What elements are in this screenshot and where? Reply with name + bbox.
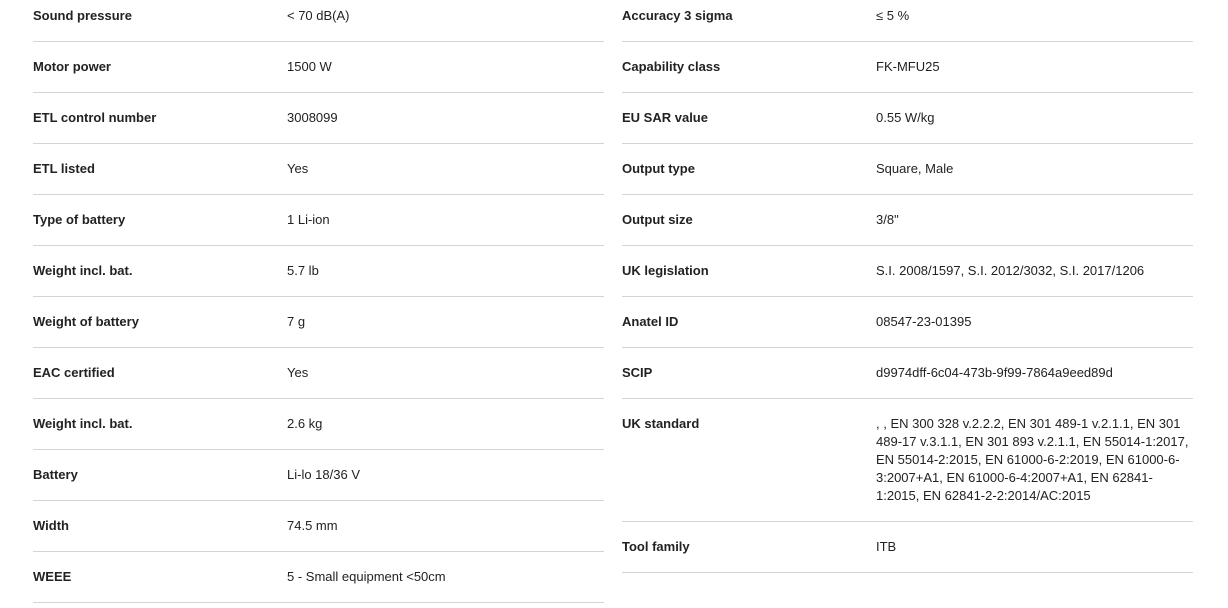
spec-row: Weight of battery 7 g (33, 297, 604, 348)
spec-row: Type of battery 1 Li-ion (33, 195, 604, 246)
spec-value: 2.6 kg (287, 416, 323, 431)
spec-label: ETL control number (33, 110, 157, 125)
spec-value: Yes (287, 365, 309, 380)
spec-value: 3/8" (876, 212, 899, 227)
spec-label: Sound pressure (33, 8, 132, 23)
spec-value: Li-lo 18/36 V (287, 467, 360, 482)
spec-label: Output size (622, 212, 693, 227)
spec-label: Battery (33, 467, 78, 482)
spec-row: Output size 3/8" (622, 195, 1193, 246)
spec-value: 3008099 (287, 110, 338, 125)
spec-row: Sound pressure < 70 dB(A) (33, 0, 604, 42)
spec-value: S.I. 2008/1597, S.I. 2012/3032, S.I. 201… (876, 263, 1145, 278)
spec-value: 7 g (287, 314, 306, 329)
spec-row: Battery Li-lo 18/36 V (33, 450, 604, 501)
spec-row: ETL control number 3008099 (33, 93, 604, 144)
spec-label: Accuracy 3 sigma (622, 8, 733, 23)
spec-label: Width (33, 518, 69, 533)
spec-table-left: Sound pressure < 70 dB(A) Motor power 1500 … (33, 0, 604, 603)
spec-value: , , EN 300 328 v.2.2.2, EN 301 489-1 v.2… (876, 416, 1189, 503)
spec-row: EAC certified Yes (33, 348, 604, 399)
spec-value: 08547-23-01395 (876, 314, 972, 329)
spec-label: UK legislation (622, 263, 709, 278)
spec-value: 5.7 lb (287, 263, 319, 278)
spec-value: 1 Li-ion (287, 212, 330, 227)
spec-value: < 70 dB(A) (287, 8, 350, 23)
spec-row: Weight incl. bat. 5.7 lb (33, 246, 604, 297)
spec-label: Weight of battery (33, 314, 139, 329)
spec-value: Yes (287, 161, 309, 176)
spec-value: 74.5 mm (287, 518, 338, 533)
spec-row: Output type Square, Male (622, 144, 1193, 195)
spec-row: Width 74.5 mm (33, 501, 604, 552)
spec-value: Square, Male (876, 161, 954, 176)
spec-value: ≤ 5 % (876, 8, 910, 23)
spec-label: Output type (622, 161, 695, 176)
spec-row: Tool family ITB (622, 522, 1193, 573)
spec-label: WEEE (33, 569, 72, 584)
spec-label: UK standard (622, 416, 700, 431)
spec-label: SCIP (622, 365, 653, 380)
spec-label: ETL listed (33, 161, 95, 176)
spec-label: Type of battery (33, 212, 126, 227)
spec-row: WEEE 5 - Small equipment <50cm (33, 552, 604, 603)
spec-value: ITB (876, 539, 897, 554)
spec-row: Weight incl. bat. 2.6 kg (33, 399, 604, 450)
spec-value: d9974dff-6c04-473b-9f99-7864a9eed89d (876, 365, 1113, 380)
spec-row: Capability class FK-MFU25 (622, 42, 1193, 93)
spec-row: ETL listed Yes (33, 144, 604, 195)
spec-value: 0.55 W/kg (876, 110, 935, 125)
spec-row: Anatel ID 08547-23-01395 (622, 297, 1193, 348)
spec-row: Accuracy 3 sigma ≤ 5 % (622, 0, 1193, 42)
spec-label: Weight incl. bat. (33, 263, 133, 278)
spec-row: Motor power 1500 W (33, 42, 604, 93)
spec-value: 5 - Small equipment <50cm (287, 569, 446, 584)
spec-table-right: Accuracy 3 sigma ≤ 5 % Capability class FK-… (622, 0, 1193, 573)
spec-label: Tool family (622, 539, 690, 554)
spec-label: Capability class (622, 59, 721, 74)
spec-row: SCIP d9974dff-6c04-473b-9f99-7864a9eed89d (622, 348, 1193, 399)
spec-row: UK legislation S.I. 2008/1597, S.I. 2012/… (622, 246, 1193, 297)
spec-label: EAC certified (33, 365, 115, 380)
spec-value: 1500 W (287, 59, 332, 74)
spec-label: EU SAR value (622, 110, 708, 125)
spec-value: FK-MFU25 (876, 59, 940, 74)
spec-row: UK standard , , EN 300 328 v.2.2.2, EN 30… (622, 399, 1193, 522)
spec-row: EU SAR value 0.55 W/kg (622, 93, 1193, 144)
spec-label: Weight incl. bat. (33, 416, 133, 431)
spec-label: Motor power (33, 59, 111, 74)
spec-label: Anatel ID (622, 314, 679, 329)
